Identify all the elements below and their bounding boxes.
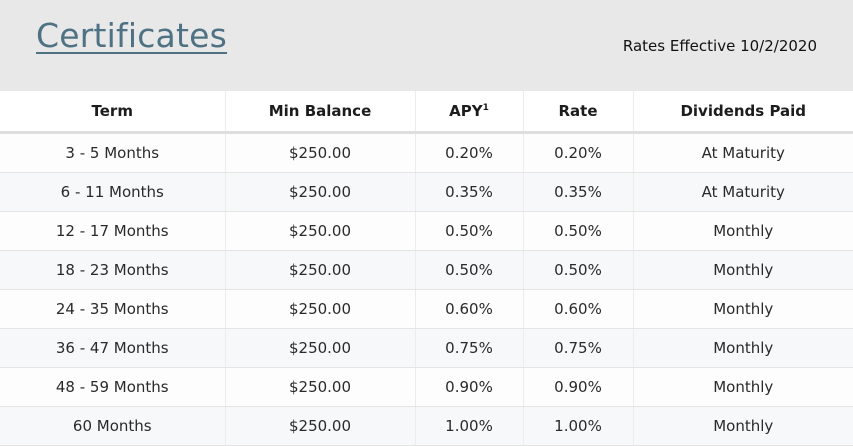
- table-row: 6 - 11 Months $250.00 0.35% 0.35% At Mat…: [0, 172, 853, 212]
- cell-rate: 0.90%: [523, 367, 634, 407]
- page-title-link[interactable]: Certificates: [36, 16, 228, 55]
- cell-term: 48 - 59 Months: [0, 367, 226, 407]
- table-row: 18 - 23 Months $250.00 0.50% 0.50% Month…: [0, 250, 853, 290]
- cell-dividends-paid: At Maturity: [633, 132, 853, 173]
- apy-footnote-marker[interactable]: 1: [482, 103, 489, 113]
- table-row: 12 - 17 Months $250.00 0.50% 0.50% Month…: [0, 211, 853, 251]
- cell-dividends-paid: Monthly: [633, 406, 853, 446]
- cell-rate: 0.50%: [523, 211, 634, 251]
- cell-rate: 0.75%: [523, 328, 634, 368]
- cell-term: 12 - 17 Months: [0, 211, 226, 251]
- cell-rate: 0.35%: [523, 172, 634, 212]
- cell-term: 24 - 35 Months: [0, 289, 226, 329]
- cell-dividends-paid: Monthly: [633, 211, 853, 251]
- cell-min-balance: $250.00: [225, 328, 416, 368]
- cell-term: 3 - 5 Months: [0, 132, 226, 173]
- cell-min-balance: $250.00: [225, 367, 416, 407]
- cell-apy: 0.90%: [415, 367, 524, 407]
- cell-rate: 0.60%: [523, 289, 634, 329]
- cell-apy: 0.35%: [415, 172, 524, 212]
- table-header-row: Term Min Balance APY1 Rate Dividends Pai…: [0, 91, 853, 134]
- cell-rate: 1.00%: [523, 406, 634, 446]
- cell-term: 18 - 23 Months: [0, 250, 226, 290]
- cell-apy: 0.50%: [415, 211, 524, 251]
- cell-term: 6 - 11 Months: [0, 172, 226, 212]
- column-header-term: Term: [0, 91, 226, 134]
- cell-min-balance: $250.00: [225, 132, 416, 173]
- cell-rate: 0.20%: [523, 132, 634, 173]
- cell-min-balance: $250.00: [225, 211, 416, 251]
- table-row: 36 - 47 Months $250.00 0.75% 0.75% Month…: [0, 328, 853, 368]
- column-header-min-balance: Min Balance: [225, 91, 416, 134]
- page-header: Certificates Rates Effective 10/2/2020: [0, 0, 853, 91]
- cell-apy: 0.50%: [415, 250, 524, 290]
- cell-apy: 0.20%: [415, 132, 524, 173]
- cell-term: 60 Months: [0, 406, 226, 446]
- column-header-apy: APY1: [415, 91, 524, 134]
- table-row: 60 Months $250.00 1.00% 1.00% Monthly: [0, 406, 853, 446]
- apy-label: APY: [449, 102, 483, 120]
- cell-dividends-paid: Monthly: [633, 289, 853, 329]
- cell-apy: 0.60%: [415, 289, 524, 329]
- table-row: 24 - 35 Months $250.00 0.60% 0.60% Month…: [0, 289, 853, 329]
- certificate-rates-table: Term Min Balance APY1 Rate Dividends Pai…: [0, 91, 853, 446]
- cell-dividends-paid: Monthly: [633, 328, 853, 368]
- cell-dividends-paid: At Maturity: [633, 172, 853, 212]
- cell-apy: 0.75%: [415, 328, 524, 368]
- cell-dividends-paid: Monthly: [633, 250, 853, 290]
- column-header-dividends-paid: Dividends Paid: [633, 91, 853, 134]
- table-row: 3 - 5 Months $250.00 0.20% 0.20% At Matu…: [0, 132, 853, 173]
- cell-min-balance: $250.00: [225, 289, 416, 329]
- cell-apy: 1.00%: [415, 406, 524, 446]
- cell-term: 36 - 47 Months: [0, 328, 226, 368]
- table-row: 48 - 59 Months $250.00 0.90% 0.90% Month…: [0, 367, 853, 407]
- column-header-rate: Rate: [523, 91, 634, 134]
- cell-min-balance: $250.00: [225, 250, 416, 290]
- cell-min-balance: $250.00: [225, 406, 416, 446]
- rates-effective-date: Rates Effective 10/2/2020: [622, 37, 817, 55]
- cell-rate: 0.50%: [523, 250, 634, 290]
- cell-min-balance: $250.00: [225, 172, 416, 212]
- cell-dividends-paid: Monthly: [633, 367, 853, 407]
